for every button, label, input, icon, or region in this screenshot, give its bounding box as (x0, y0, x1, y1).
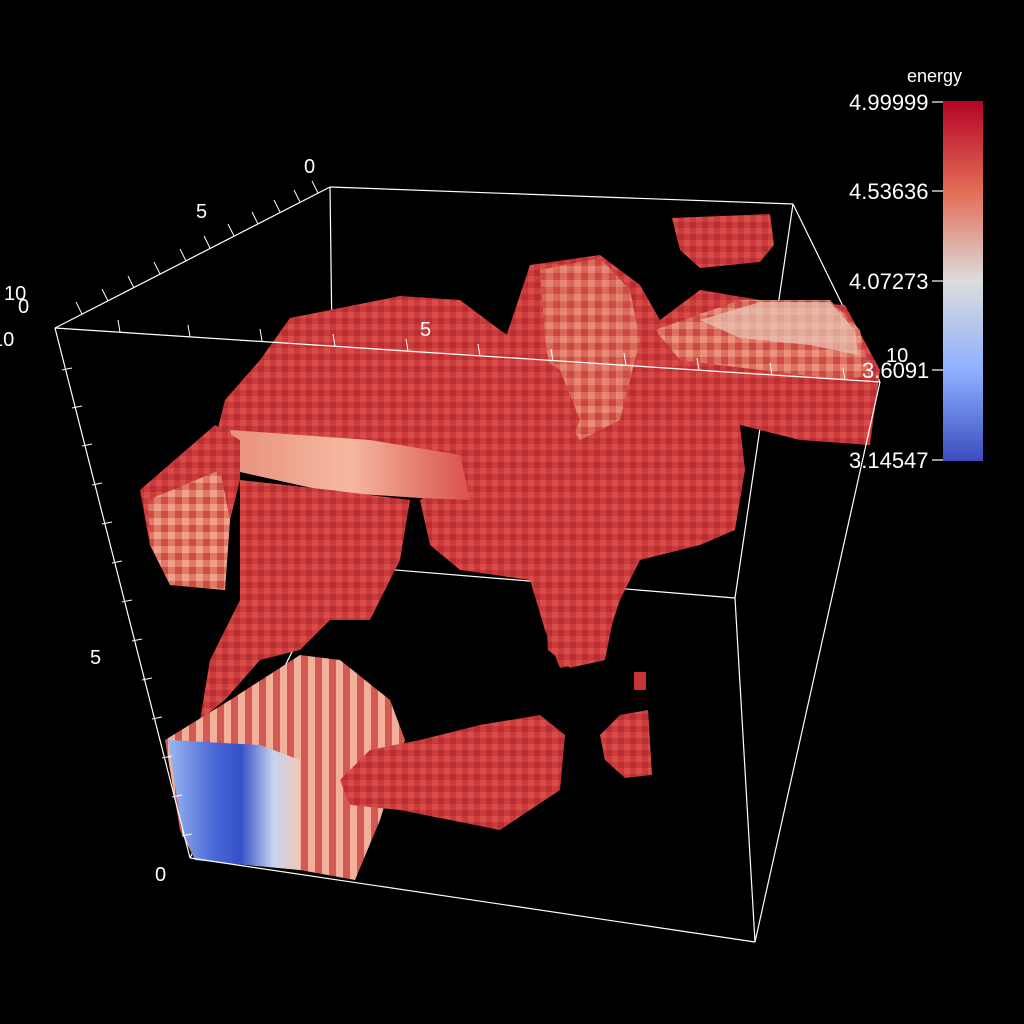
tick (75, 301, 83, 315)
voxel-block-face (148, 470, 230, 590)
box-edge (189, 857, 756, 943)
tick (251, 211, 259, 225)
colorbar-label: 3.14547 (849, 448, 929, 473)
box-edge (329, 186, 794, 205)
tick (696, 357, 700, 371)
tick (61, 367, 73, 371)
tick (91, 482, 103, 486)
axis-label: 0 (18, 296, 29, 318)
colorbar: energy 4.99999 4.53636 4.07273 3.6091 3.… (849, 66, 983, 473)
voxel-slab-front (230, 430, 470, 500)
tick (117, 319, 121, 333)
axis-label: 0 (304, 156, 315, 178)
tick (179, 248, 187, 262)
colorbar-label: 4.99999 (849, 90, 929, 115)
axis-label: 10 (0, 329, 14, 351)
tick (131, 638, 143, 642)
voxel-fragment (600, 710, 652, 778)
colorbar-title: energy (907, 66, 962, 86)
tick (311, 180, 319, 194)
tick (153, 261, 161, 275)
tick (161, 755, 173, 759)
box-edge (54, 327, 191, 859)
voxel-fragment (545, 590, 615, 668)
box-edge (54, 327, 881, 383)
tick (550, 348, 554, 362)
axis-label: 0 (155, 864, 166, 886)
box-edge (734, 597, 756, 943)
tick (121, 599, 133, 603)
blue-energy-face (168, 740, 300, 870)
tick (842, 367, 846, 381)
axis-label: 10 (886, 345, 908, 367)
axis-label: 5 (90, 647, 101, 669)
axis-label: 5 (196, 201, 207, 223)
voxel-plateau (340, 715, 565, 830)
tick (101, 521, 113, 525)
tick (141, 677, 153, 681)
bounding-box-front (54, 327, 881, 943)
voxel-cluster (672, 214, 774, 268)
tick (101, 288, 109, 302)
colorbar-gradient (943, 101, 983, 461)
tick (111, 560, 123, 564)
axis-label: 5 (420, 319, 431, 341)
tick (623, 352, 627, 366)
voxel-columns (200, 480, 410, 720)
tick (203, 235, 211, 249)
voxel-volume (140, 214, 880, 880)
tick (71, 405, 83, 409)
axis-label: 10 (4, 283, 26, 305)
axis-ticks (61, 180, 846, 837)
tick (187, 324, 191, 338)
tick (477, 343, 481, 357)
tick (181, 833, 193, 837)
colorbar-label: 3.6091 (862, 358, 929, 383)
tick (259, 328, 263, 342)
tick (332, 333, 336, 347)
tick (127, 275, 135, 289)
tick (405, 338, 409, 352)
box-edge (754, 381, 881, 943)
voxel-fragment (634, 672, 646, 690)
box-edge (54, 186, 331, 329)
tick (293, 189, 301, 203)
pale-slab (700, 302, 858, 355)
tick (171, 794, 183, 798)
tick (769, 362, 773, 376)
colorbar-label: 4.07273 (849, 269, 929, 294)
tick (151, 716, 163, 720)
colorbar-label: 4.53636 (849, 179, 929, 204)
axis-labels: 0 5 10 0 5 10 10 5 0 (0, 156, 908, 886)
tick (273, 199, 281, 213)
tick (227, 223, 235, 237)
tick (81, 443, 93, 447)
